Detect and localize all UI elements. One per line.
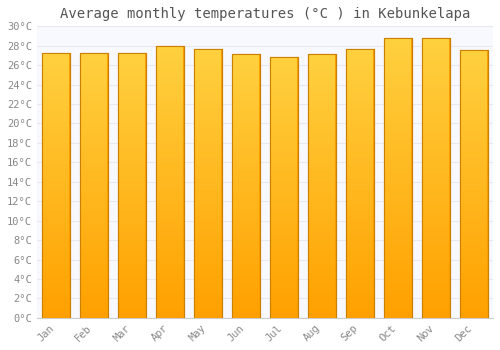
Bar (422, 38, 450, 318)
Bar (194, 49, 222, 318)
Bar (384, 38, 411, 318)
Bar (80, 54, 108, 318)
Bar (80, 54, 108, 318)
Bar (308, 55, 336, 318)
Bar (118, 52, 146, 318)
Bar (156, 46, 184, 318)
Bar (270, 57, 297, 318)
Bar (460, 50, 487, 318)
Bar (194, 49, 222, 318)
Bar (422, 38, 450, 318)
Bar (270, 57, 297, 318)
Bar (156, 46, 184, 318)
Bar (460, 50, 487, 318)
Bar (232, 55, 260, 318)
Bar (42, 52, 70, 318)
Bar (346, 49, 374, 318)
Bar (346, 49, 374, 318)
Bar (118, 52, 146, 318)
Title: Average monthly temperatures (°C ) in Kebunkelapa: Average monthly temperatures (°C ) in Ke… (60, 7, 470, 21)
Bar (42, 52, 70, 318)
Bar (384, 38, 411, 318)
Bar (232, 55, 260, 318)
Bar (308, 55, 336, 318)
